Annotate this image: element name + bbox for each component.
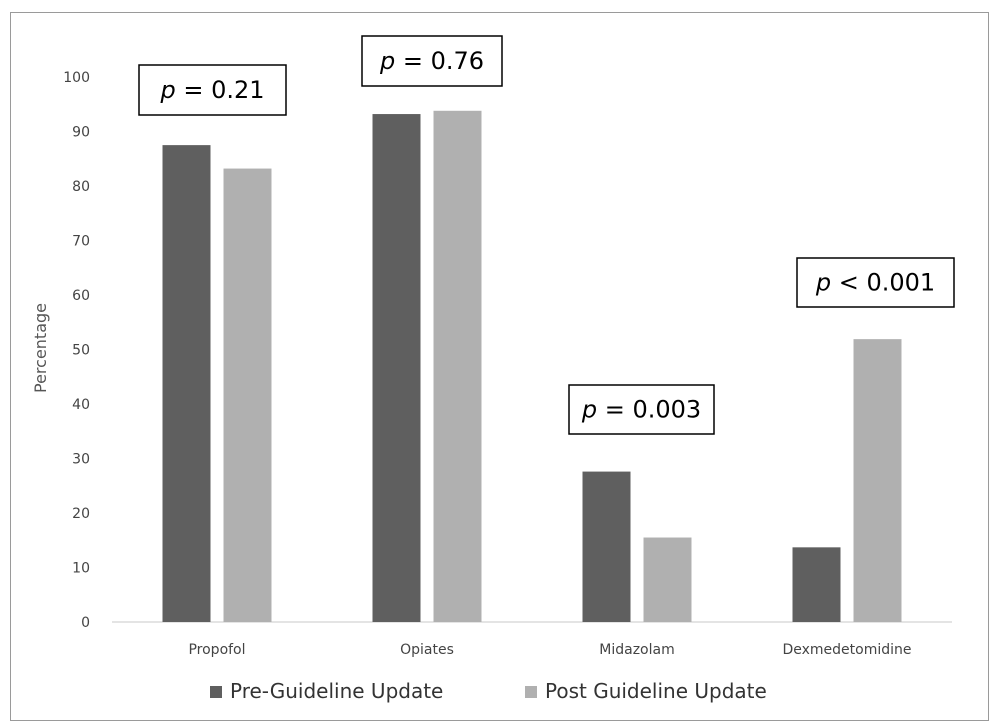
bar-post-opiates: [433, 110, 482, 622]
p-value-box-border: [568, 384, 715, 435]
y-tick-label: 40: [72, 397, 90, 413]
x-category-label: Dexmedetomidine: [782, 642, 911, 658]
y-axis-label: Percentage: [31, 303, 50, 393]
legend-swatch-post: [525, 686, 537, 698]
p-value-box: p = 0.76: [361, 35, 503, 87]
y-axis-ticks: 0 10 20 30 40 50 60 70 80 90 100: [63, 70, 90, 631]
p-value-label: p = 0.21: [159, 76, 264, 104]
bars: [162, 110, 902, 622]
bar-post-dexmedetomidine: [853, 339, 902, 622]
y-tick-label: 100: [63, 70, 90, 86]
legend-swatch-pre: [210, 686, 222, 698]
bar-post-propofol: [223, 168, 272, 622]
bar-post-midazolam: [643, 537, 692, 622]
p-value-box: p = 0.003: [568, 384, 715, 435]
x-category-label: Opiates: [400, 642, 454, 658]
x-axis-categories: Propofol Opiates Midazolam Dexmedetomidine: [188, 642, 911, 658]
y-tick-label: 30: [72, 452, 90, 468]
legend-label-post: Post Guideline Update: [545, 679, 767, 703]
p-value-annotations: p = 0.21 p = 0.76 p = 0.003 p < 0.001: [138, 35, 955, 435]
p-value-box: p < 0.001: [796, 257, 955, 308]
y-tick-label: 70: [72, 234, 90, 250]
y-tick-label: 90: [72, 125, 90, 141]
y-tick-label: 50: [72, 343, 90, 359]
p-value-box-border: [796, 257, 955, 308]
p-value-box-border: [138, 64, 287, 116]
bar-pre-dexmedetomidine: [792, 547, 841, 622]
bar-pre-opiates: [372, 114, 421, 622]
legend-label-pre: Pre-Guideline Update: [230, 679, 443, 703]
y-tick-label: 80: [72, 179, 90, 195]
x-category-label: Propofol: [188, 642, 245, 658]
y-tick-label: 60: [72, 288, 90, 304]
y-tick-label: 10: [72, 561, 90, 577]
p-value-box: p = 0.21: [138, 64, 287, 116]
p-value-label: p = 0.76: [379, 47, 484, 75]
p-value-label: p = 0.003: [581, 396, 701, 424]
x-category-label: Midazolam: [599, 642, 674, 658]
bar-pre-propofol: [162, 145, 211, 622]
bar-pre-midazolam: [582, 471, 631, 622]
p-value-box-border: [361, 35, 503, 87]
p-value-label: p < 0.001: [815, 269, 935, 297]
y-tick-label: 20: [72, 506, 90, 522]
y-tick-label: 0: [81, 615, 90, 631]
legend: Pre-Guideline Update Post Guideline Updat…: [210, 679, 767, 703]
